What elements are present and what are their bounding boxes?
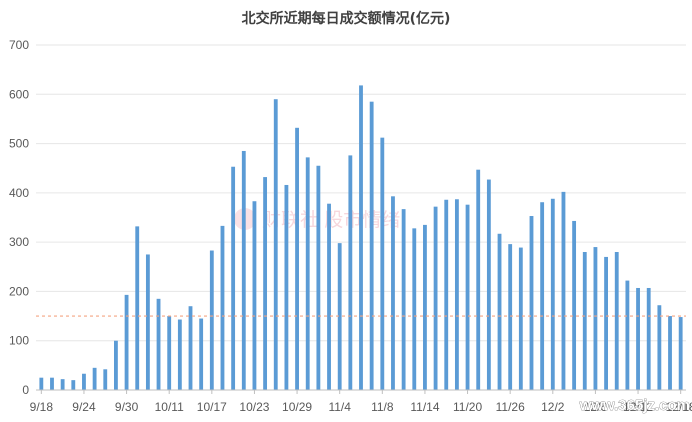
x-tick-label: 12/18 <box>666 400 692 414</box>
bar <box>60 379 65 390</box>
bar <box>103 369 108 390</box>
bar <box>412 228 417 390</box>
y-tick-labels: 0 100 200 300 400 500 600 700 <box>9 38 29 397</box>
y-tick-label: 400 <box>9 186 29 200</box>
bar <box>337 243 342 390</box>
bar <box>305 157 310 390</box>
x-tick-label: 10/29 <box>282 400 312 414</box>
bar <box>124 294 129 390</box>
bar <box>167 316 172 390</box>
bar <box>273 99 278 390</box>
bar <box>220 225 225 390</box>
chart-title: 北交所近期每日成交额情况(亿元) <box>241 11 451 27</box>
x-tick-label: 9/24 <box>72 400 96 414</box>
bar <box>348 155 353 390</box>
bar <box>668 316 672 390</box>
y-tick-label: 200 <box>9 284 29 298</box>
bar <box>177 319 182 390</box>
bar <box>561 191 566 390</box>
bar <box>380 137 385 390</box>
bar <box>444 199 449 390</box>
bar <box>582 252 587 390</box>
bar <box>423 224 427 390</box>
axes <box>36 389 686 394</box>
y-tick-label: 300 <box>9 235 29 249</box>
bar <box>156 298 161 390</box>
bar <box>135 226 140 390</box>
bar <box>625 280 630 390</box>
bar <box>540 202 545 390</box>
bars <box>39 85 683 391</box>
bar <box>486 179 491 390</box>
x-tick-label: 11/8 <box>371 400 394 414</box>
bar <box>433 206 438 390</box>
y-tick-label: 700 <box>9 38 29 52</box>
bar <box>636 287 640 390</box>
bar <box>82 373 86 390</box>
x-tick-label: 11/14 <box>410 400 439 414</box>
bar <box>646 287 651 390</box>
bar <box>657 305 662 390</box>
site-watermark-text: www.365jz.com <box>579 397 690 414</box>
x-tick-label: 9/30 <box>115 400 139 414</box>
bar <box>327 203 331 390</box>
bar <box>550 198 555 390</box>
bar <box>188 306 193 390</box>
bar <box>614 252 619 390</box>
bar <box>71 380 76 390</box>
bar <box>678 317 683 390</box>
bar <box>50 377 54 390</box>
x-tick-label: 12/2 <box>541 400 565 414</box>
x-tick-label: 11/4 <box>328 400 351 414</box>
bar <box>263 177 268 390</box>
bar <box>284 184 289 390</box>
x-tick-label: 11/20 <box>453 400 482 414</box>
bar <box>241 150 246 390</box>
bar <box>401 209 406 390</box>
bar <box>369 101 374 390</box>
bar <box>295 127 299 391</box>
bar <box>359 85 363 391</box>
y-tick-label: 100 <box>9 334 29 348</box>
x-tick-label: 12/6 <box>584 400 608 414</box>
bar <box>231 166 236 390</box>
x-tick-labels: 9/18 9/24 9/30 10/11 10/17 10/23 10/29 11/4 11/8… <box>30 400 692 414</box>
bar <box>252 201 257 390</box>
bar <box>391 196 395 390</box>
y-tick-label: 600 <box>9 87 29 101</box>
bar <box>593 247 598 390</box>
bar <box>316 165 321 390</box>
bar <box>145 254 150 390</box>
bar <box>518 247 523 390</box>
bar <box>199 318 204 390</box>
watermark-text: 财联社 股市情绪 <box>262 209 400 231</box>
bar <box>529 216 534 390</box>
x-tick-label: 12/12 <box>623 400 653 414</box>
y-tick-label: 0 <box>22 383 29 397</box>
y-tick-label: 500 <box>9 137 29 151</box>
x-tick-label: 10/11 <box>155 400 184 414</box>
bar <box>92 367 97 390</box>
bar <box>572 220 577 390</box>
bar <box>508 244 513 390</box>
bar <box>454 199 459 390</box>
bar <box>465 204 470 390</box>
bar <box>604 256 608 390</box>
bar <box>209 250 214 390</box>
bar <box>497 233 502 390</box>
x-tick-label: 11/26 <box>496 400 525 414</box>
bar <box>476 169 481 390</box>
bar <box>39 377 44 390</box>
x-tick-label: 10/17 <box>197 400 227 414</box>
x-tick-label: 9/18 <box>30 400 54 414</box>
bar <box>114 340 118 390</box>
x-tick-label: 10/23 <box>239 400 269 414</box>
